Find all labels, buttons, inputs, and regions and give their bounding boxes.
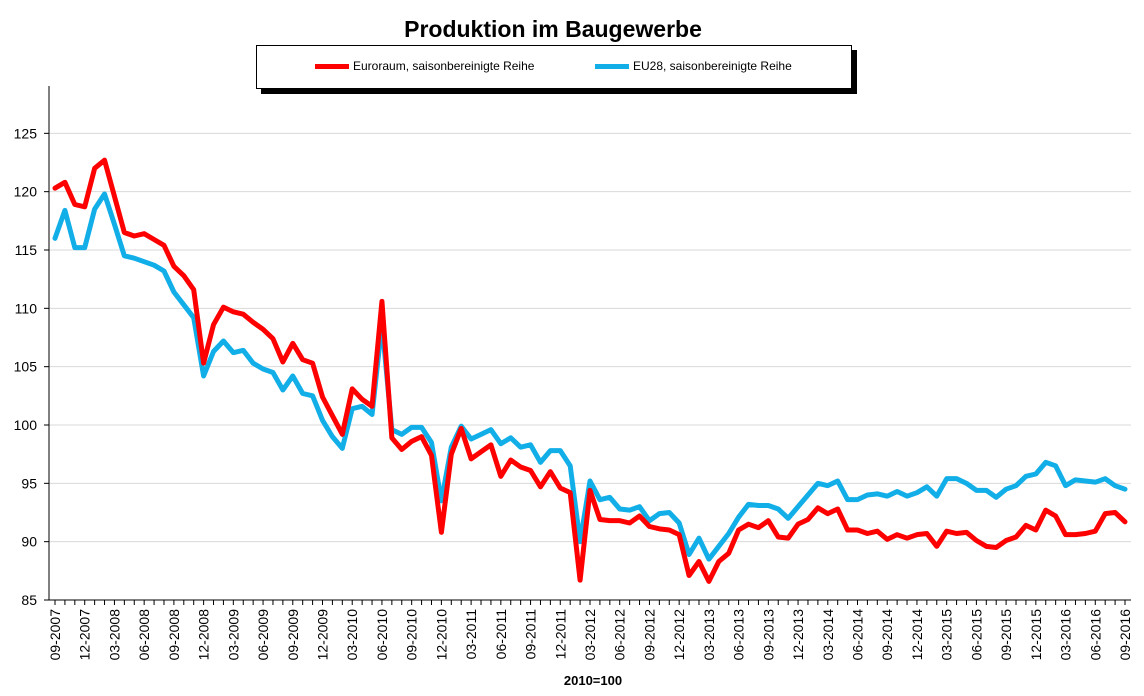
y-tick-label: 115 <box>15 242 38 258</box>
x-tick-label: 09-2014 <box>879 609 895 661</box>
y-tick-label: 105 <box>14 359 38 375</box>
legend-label-eu28: EU28, saisonbereinigte Reihe <box>633 59 792 73</box>
x-tick-label: 03-2012 <box>582 609 598 661</box>
x-tick-labels: 09-2007 12-2007 03-2008 06-2008 09-2008 12-20… <box>47 609 1133 661</box>
axes <box>44 86 1131 605</box>
legend: Euroraum, saisonbereinigte Reihe EU28, s… <box>256 45 852 89</box>
y-tick-label: 100 <box>14 417 38 433</box>
x-tick-label: 03-2015 <box>939 609 955 661</box>
y-tick-label: 125 <box>14 125 38 141</box>
x-tick-label: 03-2008 <box>106 609 122 661</box>
x-tick-label: 03-2010 <box>344 609 360 661</box>
x-tick-label: 06-2010 <box>374 609 390 661</box>
chart-title: Produktion im Baugewerbe <box>404 16 702 42</box>
x-tick-label: 09-2009 <box>285 609 301 661</box>
x-tick-label: 12-2007 <box>77 609 93 661</box>
x-tick-label: 06-2013 <box>731 609 747 661</box>
x-tick-label: 03-2014 <box>820 609 836 661</box>
y-tick-label: 95 <box>21 475 37 491</box>
x-tick-label: 12-2008 <box>196 609 212 661</box>
x-tick-label: 09-2008 <box>166 609 182 661</box>
x-tick-label: 09-2012 <box>641 609 657 661</box>
x-tick-label: 09-2013 <box>760 609 776 661</box>
x-tick-label: 03-2013 <box>701 609 717 661</box>
series-line-1 <box>52 191 1128 562</box>
x-tick-label: 03-2016 <box>1058 609 1074 661</box>
y-tick-labels: 85 90 95 100 105 110 115 120 125 <box>14 125 38 608</box>
x-tick-label: 06-2012 <box>612 609 628 661</box>
x-tick-label: 12-2013 <box>790 609 806 661</box>
x-tick-label: 06-2008 <box>136 609 152 661</box>
legend-label-euroraum: Euroraum, saisonbereinigte Reihe <box>353 59 535 73</box>
x-tick-label: 06-2009 <box>255 609 271 661</box>
legend-swatch-euroraum <box>315 63 349 69</box>
series-line-0 <box>52 157 1128 584</box>
x-tick-label: 12-2014 <box>909 609 925 661</box>
x-tick-label: 06-2016 <box>1087 609 1103 661</box>
x-tick-label: 06-2014 <box>850 609 866 661</box>
x-tick-label: 09-2007 <box>47 609 63 661</box>
x-tick-label: 12-2012 <box>671 609 687 661</box>
x-tick-label: 12-2011 <box>552 609 568 660</box>
legend-swatch-eu28 <box>595 63 629 69</box>
y-tick-label: 85 <box>21 592 37 608</box>
x-tick-label: 12-2010 <box>433 609 449 661</box>
x-tick-label: 06-2011 <box>493 609 509 660</box>
x-tick-label: 09-2011 <box>523 609 539 660</box>
x-tick-label: 12-2009 <box>315 609 331 661</box>
legend-item-euroraum: Euroraum, saisonbereinigte Reihe <box>315 58 534 74</box>
x-tick-label: 09-2016 <box>1117 609 1133 661</box>
x-tick-label: 03-2011 <box>463 609 479 660</box>
x-tick-label: 09-2015 <box>998 609 1014 661</box>
x-tick-label: 06-2015 <box>968 609 984 661</box>
x-tick-label: 03-2009 <box>225 609 241 661</box>
x-tick-label: 12-2015 <box>1028 609 1044 661</box>
y-tick-label: 110 <box>15 300 38 316</box>
x-tick-label: 09-2010 <box>404 609 420 661</box>
x-axis-label: 2010=100 <box>563 673 623 688</box>
legend-item-eu28: EU28, saisonbereinigte Reihe <box>595 58 792 74</box>
y-tick-label: 120 <box>14 184 38 200</box>
y-tick-label: 90 <box>21 534 37 550</box>
series-lines <box>52 157 1128 584</box>
